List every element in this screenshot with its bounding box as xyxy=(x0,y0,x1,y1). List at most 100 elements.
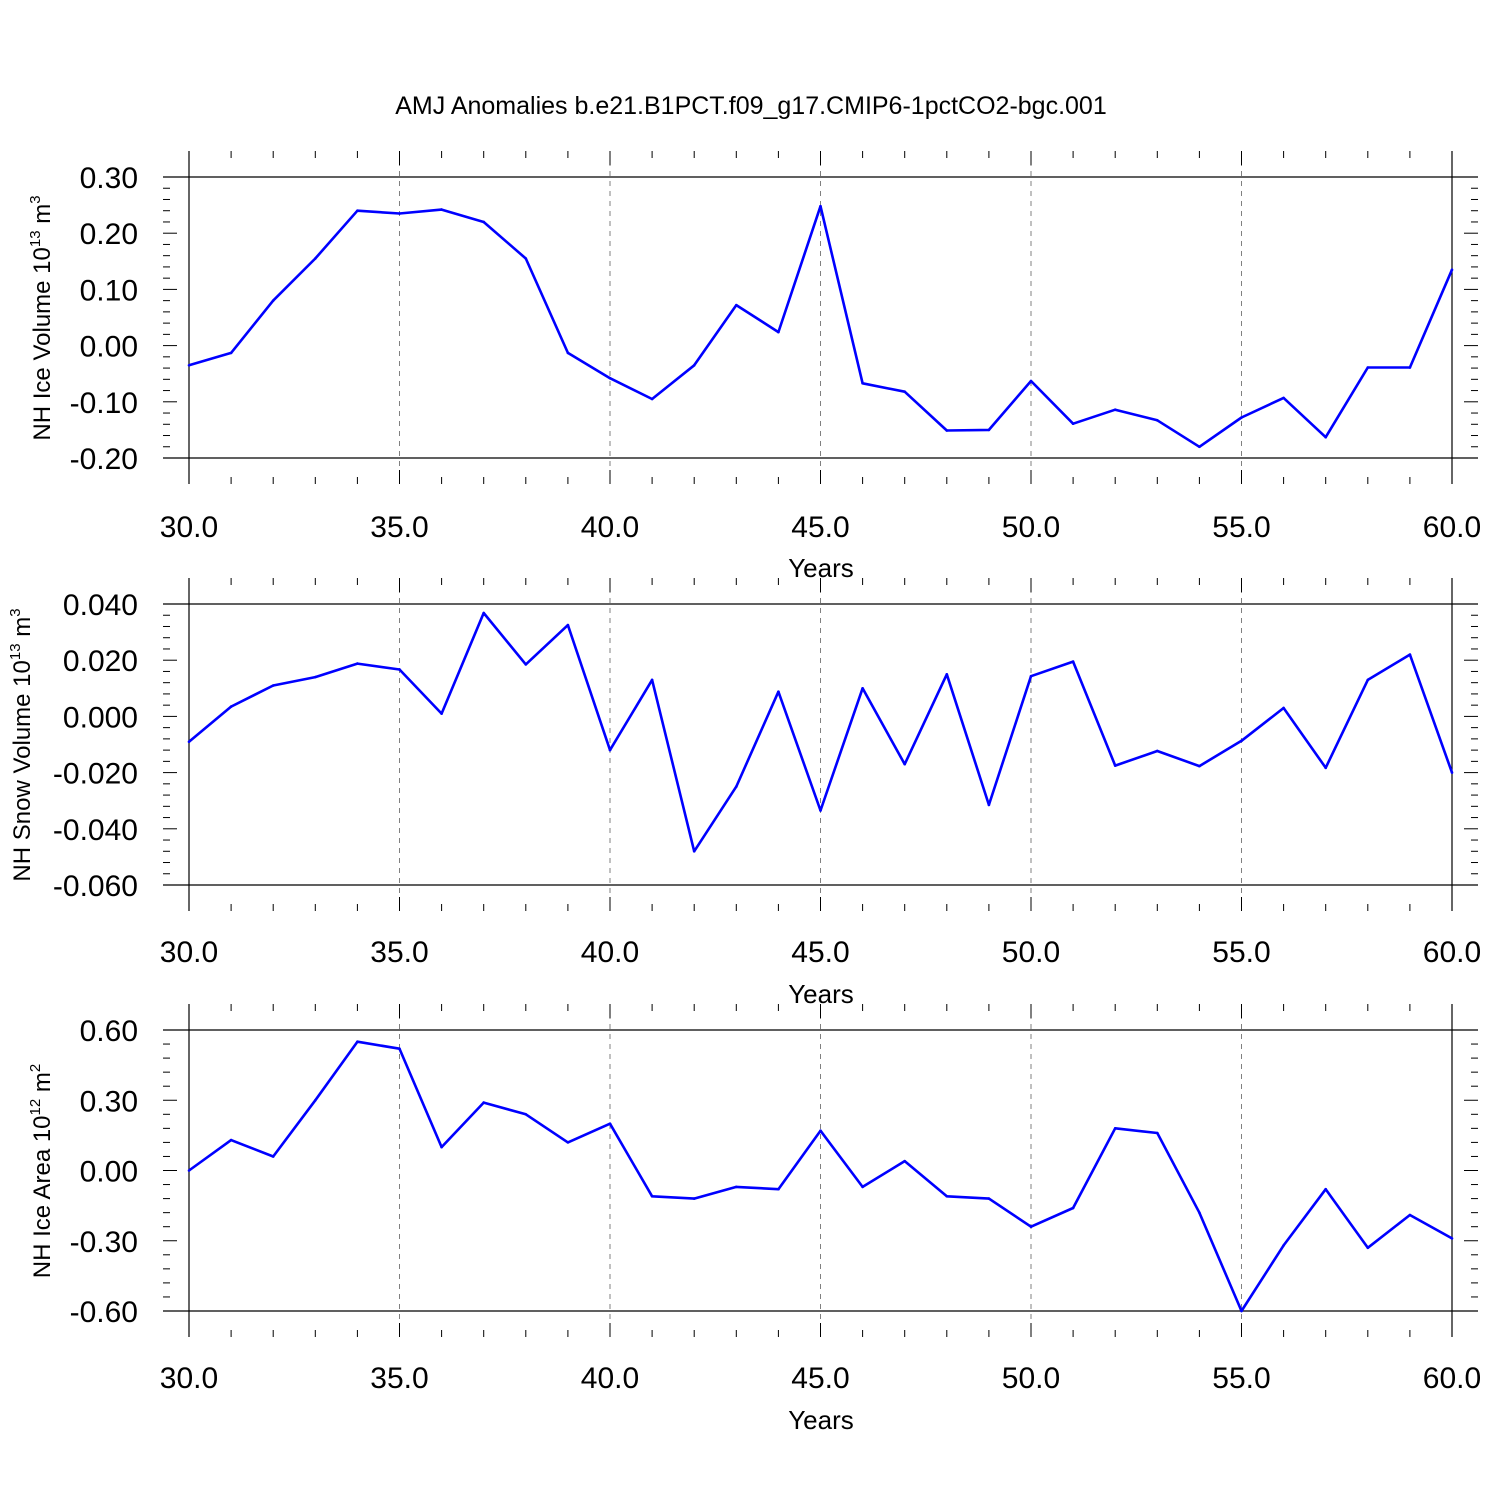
data-point xyxy=(650,1194,654,1198)
data-point xyxy=(482,1101,486,1104)
data-point xyxy=(1282,1244,1285,1247)
data-point xyxy=(566,623,570,627)
x-tick-label: 30.0 xyxy=(160,511,218,544)
data-point xyxy=(482,220,486,224)
data-point xyxy=(1408,1213,1412,1217)
data-point xyxy=(440,208,443,211)
data-point xyxy=(1198,764,1201,768)
data-point xyxy=(1156,419,1159,422)
data-point xyxy=(608,376,612,380)
data-point xyxy=(692,1197,696,1200)
y-axis-label: NH Ice Volume 1013 m3 xyxy=(27,195,56,440)
data-point xyxy=(1071,660,1075,663)
data-point xyxy=(1156,749,1159,753)
y-tick-label: 0.20 xyxy=(80,218,138,251)
data-point xyxy=(187,740,191,743)
data-point xyxy=(1071,1206,1075,1210)
x-tick-label: 35.0 xyxy=(370,936,428,969)
y-axis-label: NH Ice Area 1012 m2 xyxy=(27,1064,56,1278)
data-point xyxy=(1113,408,1117,411)
data-point xyxy=(777,690,780,693)
data-point xyxy=(398,1047,401,1051)
y-tick-label: -0.60 xyxy=(70,1296,138,1329)
data-point xyxy=(229,1138,233,1142)
data-point xyxy=(987,428,991,432)
x-tick-label: 60.0 xyxy=(1423,936,1481,969)
data-point xyxy=(1408,366,1412,369)
data-point xyxy=(1029,379,1033,383)
x-tick-label: 60.0 xyxy=(1423,511,1481,544)
data-point xyxy=(271,684,275,687)
data-point xyxy=(608,1122,612,1125)
x-tick-label: 30.0 xyxy=(160,1362,218,1395)
data-point xyxy=(187,363,191,367)
y-tick-label: 0.000 xyxy=(63,701,138,734)
y-tick-label: 0.040 xyxy=(63,589,138,622)
data-point xyxy=(187,1169,191,1172)
panel-3: 30.0 35.0 40.0 45.0 50.0 55.0 60.0 0.60 0.30 0.00… xyxy=(27,1004,1481,1435)
data-point xyxy=(1450,1237,1454,1240)
data-point xyxy=(735,785,738,788)
x-tick-label: 40.0 xyxy=(581,936,639,969)
data-point xyxy=(229,351,233,355)
x-tick-label: 50.0 xyxy=(1002,936,1060,969)
y-tick-label: 0.00 xyxy=(80,1156,138,1189)
data-point xyxy=(861,1185,864,1189)
data-point xyxy=(819,1129,822,1132)
y-tick-label: 0.60 xyxy=(80,1015,138,1048)
x-tick-label: 50.0 xyxy=(1002,1362,1060,1395)
x-axis-label: Years xyxy=(788,1405,854,1435)
data-point xyxy=(271,1155,275,1158)
data-point xyxy=(314,675,317,679)
data-point xyxy=(1450,268,1454,272)
data-point xyxy=(524,257,528,260)
x-tick-label: 35.0 xyxy=(370,1362,428,1395)
y-axis-label: NH Snow Volume 1013 m3 xyxy=(7,608,36,881)
x-tick-label: 45.0 xyxy=(791,936,849,969)
data-point xyxy=(1029,1225,1033,1228)
data-point xyxy=(608,748,612,752)
data-point xyxy=(1366,678,1370,682)
data-point xyxy=(945,672,949,676)
data-point xyxy=(1113,764,1117,767)
data-point xyxy=(1366,366,1370,369)
data-point xyxy=(229,705,233,708)
data-point xyxy=(1029,674,1033,678)
data-point xyxy=(314,1098,317,1102)
data-point xyxy=(650,397,654,401)
data-point xyxy=(903,1159,906,1163)
y-tick-label: -0.060 xyxy=(53,870,138,903)
data-point xyxy=(735,1185,738,1189)
data-point xyxy=(398,212,401,215)
data-point xyxy=(524,663,528,666)
data-point xyxy=(903,390,906,393)
x-tick-label: 40.0 xyxy=(581,1362,639,1395)
y-tick-label: 0.00 xyxy=(80,331,138,364)
data-point xyxy=(482,611,486,615)
data-point xyxy=(735,303,738,307)
data-point xyxy=(1071,422,1075,426)
y-tick-label: -0.30 xyxy=(70,1226,138,1259)
x-tick-label: 55.0 xyxy=(1212,936,1270,969)
data-point xyxy=(1450,771,1454,774)
data-point xyxy=(945,429,949,432)
x-tick-label: 55.0 xyxy=(1212,1362,1270,1395)
y-tick-label: 0.30 xyxy=(80,1085,138,1118)
x-tick-label: 45.0 xyxy=(791,1362,849,1395)
y-tick-label: -0.10 xyxy=(70,387,138,420)
y-tick-label: -0.020 xyxy=(53,758,138,791)
chart-panels: 30.0 35.0 40.0 45.0 50.0 55.0 60.0 0.30 0.20 0.10… xyxy=(7,151,1481,1435)
data-point xyxy=(987,803,991,807)
data-point xyxy=(314,257,317,260)
data-point xyxy=(1324,435,1327,439)
figure-title: AMJ Anomalies b.e21.B1PCT.f09_g17.CMIP6-… xyxy=(395,92,1107,120)
data-point xyxy=(903,762,906,766)
data-point xyxy=(945,1194,949,1198)
data-point xyxy=(356,209,359,213)
data-point xyxy=(650,678,654,682)
data-point xyxy=(1324,766,1327,770)
data-point xyxy=(819,204,822,208)
data-point xyxy=(1324,1187,1327,1191)
x-tick-label: 35.0 xyxy=(370,511,428,544)
